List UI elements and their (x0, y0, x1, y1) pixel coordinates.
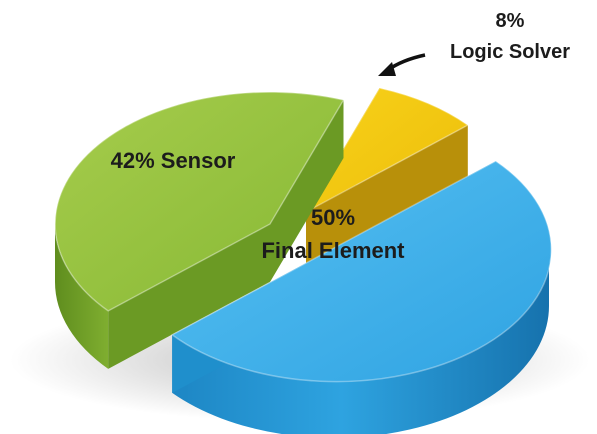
final-element-name: Final Element (261, 238, 405, 263)
slice-final-rim (172, 248, 549, 434)
label-logic-solver: 8% Logic Solver (378, 10, 570, 76)
logic-solver-name: Logic Solver (450, 41, 570, 63)
slice-sensor-wall-1 (270, 100, 344, 282)
slice-logic (303, 87, 470, 270)
slice-final (170, 160, 553, 434)
final-element-percent: 50% (311, 205, 355, 230)
label-final-element: 50% Final Element (261, 205, 405, 263)
slice-logic-top (303, 87, 470, 214)
slice-sensor-wall-0 (108, 224, 270, 369)
slice-final-top (170, 160, 553, 383)
logic-solver-arrowhead-icon (378, 62, 396, 76)
logic-solver-percent: 8% (496, 10, 525, 32)
sensor-label: 42% Sensor (111, 148, 236, 173)
slice-sensor (54, 91, 345, 369)
slice-logic-wall-1 (306, 125, 468, 270)
slice-sensor-top (54, 91, 345, 312)
pie-slices (54, 87, 553, 434)
slice-sensor-rim (55, 224, 109, 369)
